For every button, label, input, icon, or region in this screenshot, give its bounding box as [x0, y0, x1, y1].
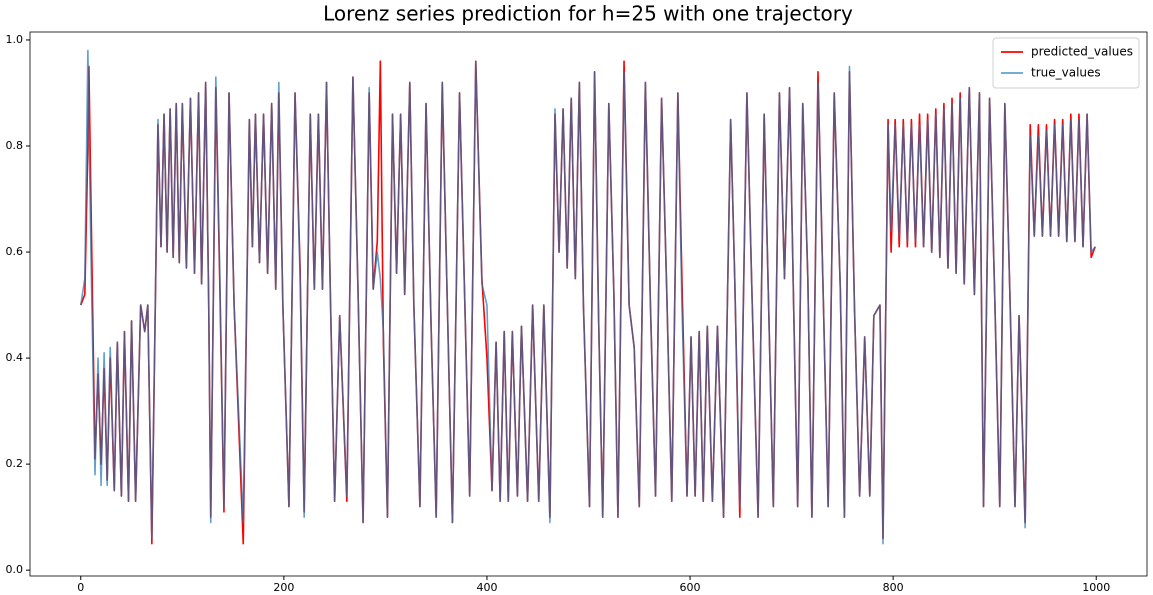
x-tick-label: 1000	[1082, 581, 1110, 594]
legend-box	[992, 37, 1140, 89]
chart-title: Lorenz series prediction for h=25 with o…	[323, 2, 853, 26]
y-tick-label: 1.0	[6, 33, 24, 46]
x-tick-label: 600	[680, 581, 701, 594]
axes-frame	[29, 31, 1148, 577]
y-tick-label: 0.8	[6, 139, 24, 152]
y-tick-label: 0.4	[6, 351, 24, 364]
legend-label: predicted_values	[1031, 45, 1133, 59]
series-line	[79, 49, 1096, 545]
x-tick-label: 800	[883, 581, 904, 594]
legend-label: true_values	[1031, 66, 1101, 80]
x-tick-label: 400	[476, 581, 497, 594]
legend: predicted_values true_values	[992, 37, 1140, 89]
x-tick-label: 0	[77, 581, 84, 594]
y-tick-label: 0.6	[6, 245, 24, 258]
y-tick-label: 0.2	[6, 457, 24, 470]
x-tick-label: 200	[273, 581, 294, 594]
y-tick-label: 0.0	[6, 563, 24, 576]
plot-area	[79, 49, 1096, 545]
